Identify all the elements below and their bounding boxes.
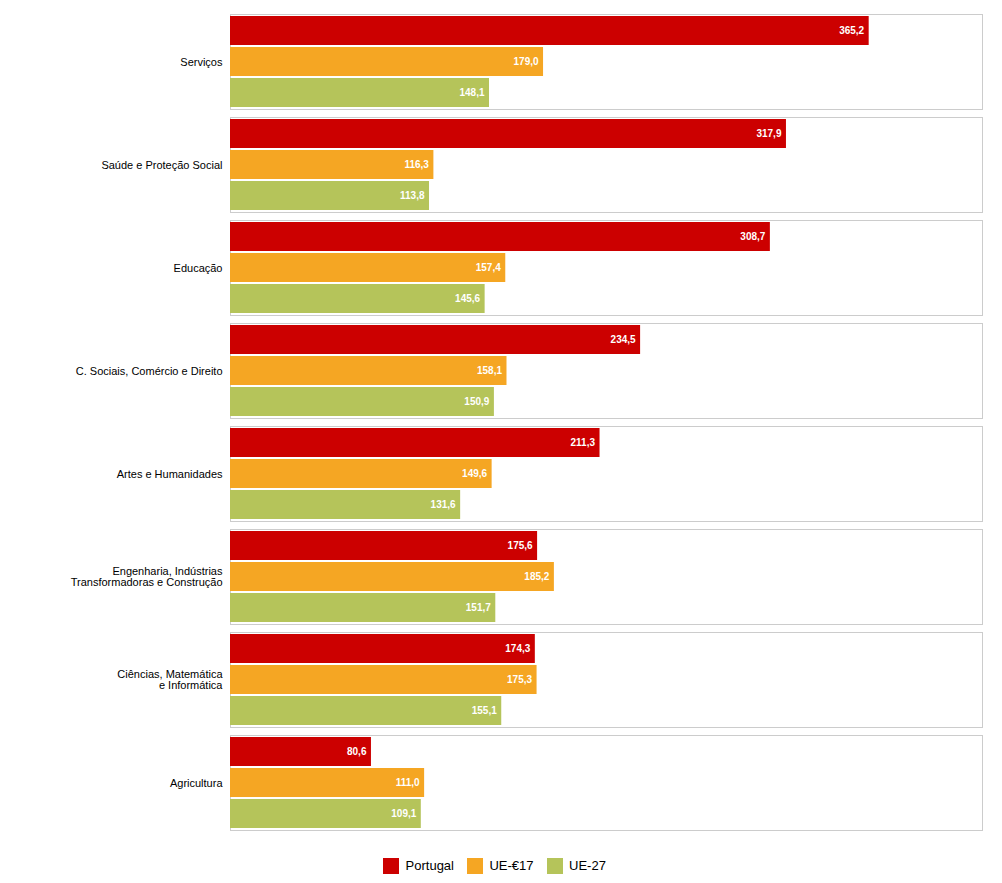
svg-text:175,3: 175,3 xyxy=(507,674,532,685)
svg-text:365,2: 365,2 xyxy=(839,25,864,36)
svg-text:Engenharia, IndústriasTransfor: Engenharia, IndústriasTransformadoras e … xyxy=(71,565,223,588)
svg-text:151,7: 151,7 xyxy=(466,602,491,613)
svg-text:113,8: 113,8 xyxy=(400,190,425,201)
svg-text:Artes e Humanidades: Artes e Humanidades xyxy=(117,468,223,480)
svg-text:116,3: 116,3 xyxy=(404,159,429,170)
svg-text:131,6: 131,6 xyxy=(431,499,456,510)
svg-text:Ciências, Matemáticae Informát: Ciências, Matemáticae Informática xyxy=(117,668,223,691)
svg-text:C. Sociais, Comércio e Direito: C. Sociais, Comércio e Direito xyxy=(76,365,223,377)
html-text:UE-€17: UE-€17 xyxy=(489,858,534,873)
svg-text:145,6: 145,6 xyxy=(455,293,480,304)
svg-text:148,1: 148,1 xyxy=(459,87,484,98)
svg-text:174,3: 174,3 xyxy=(505,643,530,654)
svg-text:150,9: 150,9 xyxy=(464,396,489,407)
svg-text:Serviços: Serviços xyxy=(180,56,223,68)
svg-text:175,6: 175,6 xyxy=(508,540,533,551)
svg-text:Educação: Educação xyxy=(174,262,223,274)
svg-text:Saúde e Proteção Social: Saúde e Proteção Social xyxy=(101,159,222,171)
svg-text:185,2: 185,2 xyxy=(524,571,549,582)
svg-text:Agricultura: Agricultura xyxy=(170,777,223,789)
svg-text:158,1: 158,1 xyxy=(477,365,502,376)
svg-text:155,1: 155,1 xyxy=(472,705,497,716)
html-text:UE-27: UE-27 xyxy=(569,858,606,873)
svg-text:109,1: 109,1 xyxy=(391,808,416,819)
svg-text:111,0: 111,0 xyxy=(396,777,420,788)
svg-text:80,6: 80,6 xyxy=(347,746,367,757)
html-text:Portugal: Portugal xyxy=(405,858,454,873)
svg-text:308,7: 308,7 xyxy=(740,231,765,242)
svg-text:317,9: 317,9 xyxy=(756,128,781,139)
svg-text:211,3: 211,3 xyxy=(571,437,596,448)
svg-text:157,4: 157,4 xyxy=(476,262,501,273)
svg-text:179,0: 179,0 xyxy=(514,56,539,67)
svg-text:234,5: 234,5 xyxy=(611,334,636,345)
svg-text:149,6: 149,6 xyxy=(462,468,487,479)
